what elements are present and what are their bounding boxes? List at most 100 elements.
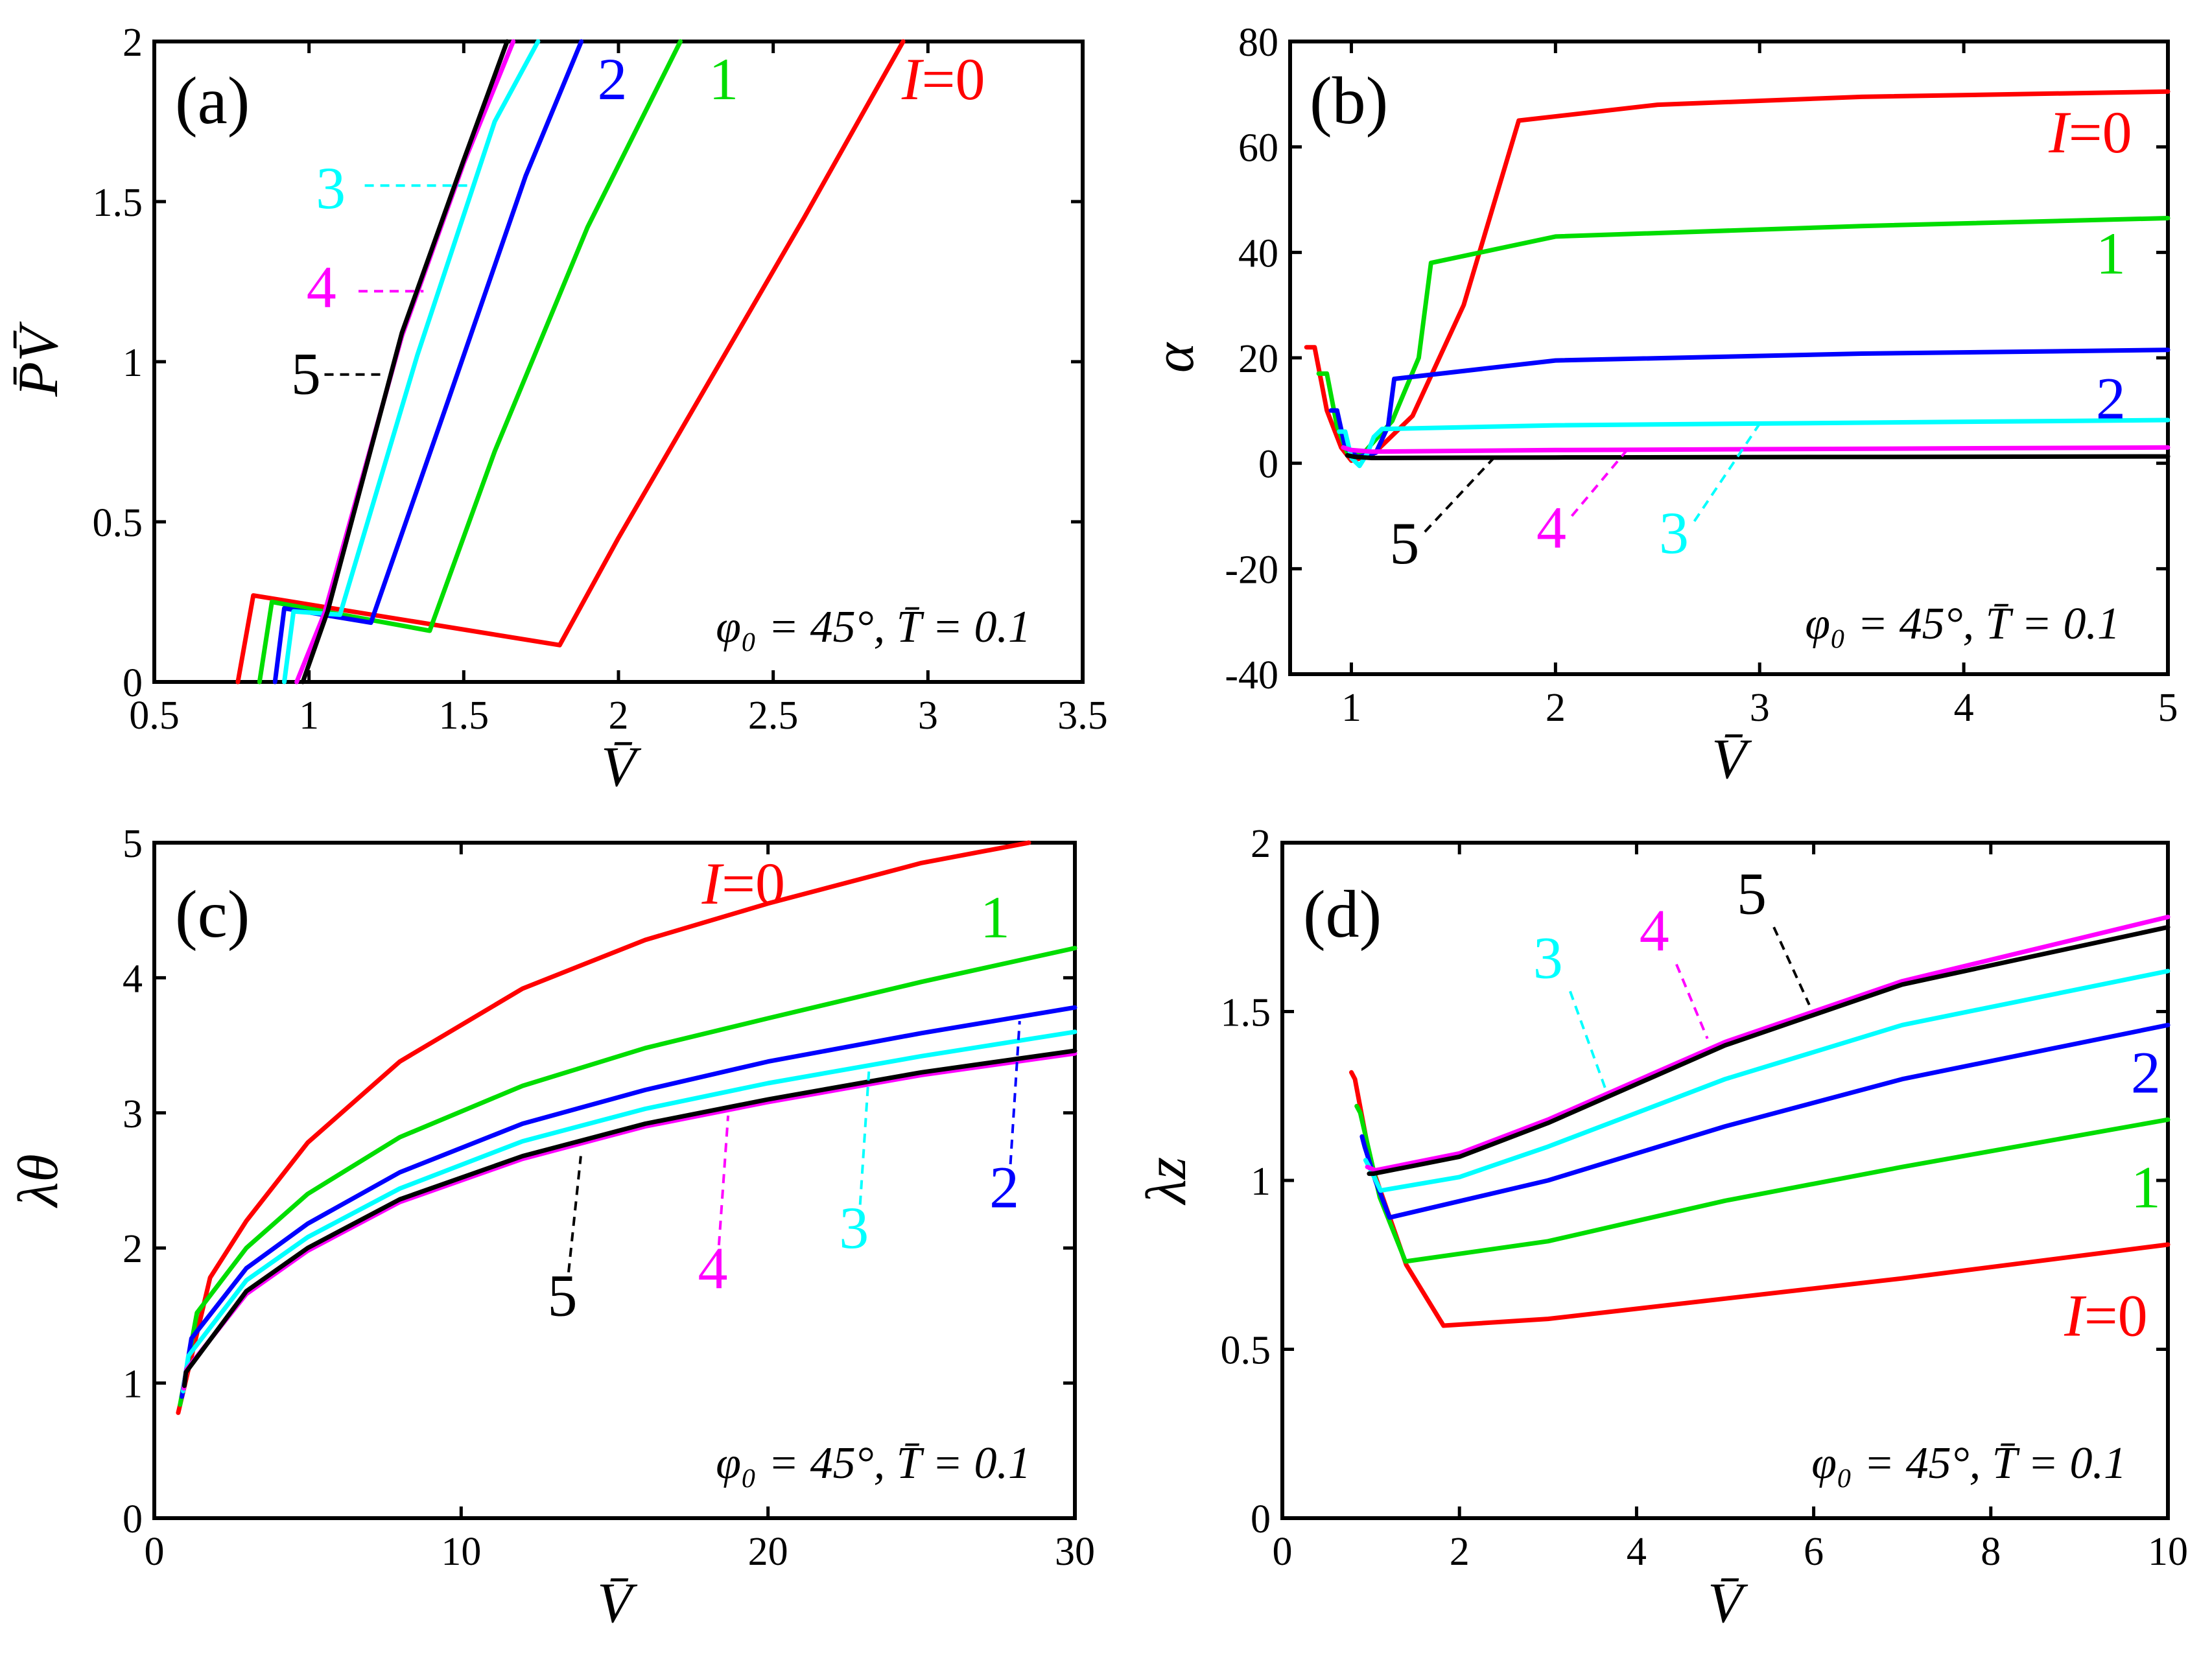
x-tick-label: 0 <box>145 1530 165 1574</box>
y-tick-label: 20 <box>1238 337 1278 381</box>
series-line-I=0 <box>176 840 1031 1415</box>
series-line-2 <box>180 1005 1077 1399</box>
y-tick-label: -40 <box>1225 653 1278 697</box>
curve-label-2: 2 <box>2096 366 2126 432</box>
curve-label-4: 4 <box>307 254 336 320</box>
y-tick-label: 2 <box>123 21 143 65</box>
y-tick-label: 0.5 <box>1221 1329 1271 1373</box>
y-tick-label: 1.5 <box>93 181 143 225</box>
x-tick-label: 0.5 <box>129 694 180 738</box>
x-tick-label: 3 <box>1750 686 1770 730</box>
series-line-1 <box>257 39 683 685</box>
series-line-I=0 <box>1304 89 2171 463</box>
curve-label-1: 1 <box>2096 220 2126 287</box>
curve-label-5: 5 <box>1389 510 1419 576</box>
series-line-5 <box>182 1048 1077 1389</box>
panel-label: (d) <box>1303 877 1382 952</box>
label-leader-5 <box>1424 456 1496 533</box>
label-leader-5 <box>567 1156 582 1272</box>
series-line-5 <box>1367 924 2171 1177</box>
x-tick-label: 10 <box>441 1530 481 1574</box>
parameter-annotation: φ₀ = 45°, T̄ = 0.1 <box>1805 599 2120 649</box>
label-leader-3 <box>1569 990 1607 1090</box>
curve-label-I0: I=0 <box>2048 99 2132 165</box>
curve-label-3: 3 <box>839 1195 869 1261</box>
y-tick-label: 0 <box>1258 443 1278 487</box>
y-axis-label: λθ <box>7 1154 70 1208</box>
panel-b: 1 2 3 4 5 -40 -20 0 20 40 60 80 V̄ α I=0 1 2 3 4 5 (b) φ₀ = 4… <box>1143 21 2178 791</box>
curve-label-2: 2 <box>2131 1040 2161 1106</box>
x-axis-label: V̄ <box>601 736 642 799</box>
x-axis-label: V̄ <box>1712 728 1752 791</box>
plot-frame <box>1280 841 2170 1520</box>
x-tick-label: 5 <box>2158 686 2178 730</box>
curve-label-3: 3 <box>1659 500 1689 566</box>
curve-label-4: 4 <box>698 1236 727 1302</box>
label-leader-4 <box>717 1115 730 1246</box>
y-tick-label: 2 <box>1251 822 1271 866</box>
label-leader-4 <box>1570 449 1629 517</box>
y-tick-label: 3 <box>123 1092 143 1136</box>
panel-label: (c) <box>175 877 250 952</box>
parameter-annotation: φ₀ = 45°, T̄ = 0.1 <box>1811 1438 2126 1488</box>
y-tick-label: 5 <box>123 822 143 866</box>
label-leader-2 <box>1009 1020 1021 1165</box>
x-axis-label: V̄ <box>1708 1572 1748 1635</box>
curve-label-I0: I=0 <box>701 850 786 917</box>
x-tick-label: 20 <box>748 1530 788 1574</box>
y-tick-label: 1 <box>123 341 143 385</box>
y-tick-label: 4 <box>123 957 143 1001</box>
y-axis-label: P̄V̄ <box>7 321 70 397</box>
series-line-1 <box>178 946 1077 1407</box>
curve-label-5: 5 <box>1737 860 1767 926</box>
label-leader-4 <box>1675 963 1709 1039</box>
series-line-4 <box>181 1051 1077 1391</box>
series-line-1 <box>1354 1103 2171 1264</box>
panel-c: 0 10 20 30 0 1 2 3 4 5 V̄ λθ I=0 1 2 3 4 5 (c) φ₀ = 45°, T̄… <box>7 822 1095 1635</box>
curve-label-2: 2 <box>989 1154 1019 1221</box>
curve-label-2: 2 <box>597 46 627 112</box>
parameter-annotation: φ₀ = 45°, T̄ = 0.1 <box>716 1438 1031 1488</box>
curve-label-5: 5 <box>548 1262 578 1328</box>
series-line-4 <box>1365 915 2171 1173</box>
x-tick-label: 1 <box>1341 686 1361 730</box>
x-tick-label: 30 <box>1055 1530 1095 1574</box>
x-tick-label: 4 <box>1954 686 1974 730</box>
series-line-2 <box>272 39 584 685</box>
series-line-5 <box>300 39 510 685</box>
x-tick-label: 8 <box>1981 1530 2001 1574</box>
y-axis-label: λz <box>1135 1157 1198 1206</box>
series-line-2 <box>1359 1022 2171 1220</box>
x-tick-label: 10 <box>2148 1530 2188 1574</box>
y-tick-label: 0 <box>1251 1497 1271 1541</box>
parameter-annotation: φ₀ = 45°, T̄ = 0.1 <box>716 602 1031 652</box>
series-line-I=0 <box>1349 1070 2171 1328</box>
x-tick-label: 3.5 <box>1057 694 1108 738</box>
y-axis-label: α <box>1143 342 1206 373</box>
y-tick-label: 1.5 <box>1221 991 1271 1035</box>
curve-label-1: 1 <box>709 46 738 112</box>
y-tick-label: 1 <box>123 1363 143 1407</box>
y-tick-label: 1 <box>1251 1160 1271 1204</box>
y-tick-label: 0 <box>123 1497 143 1541</box>
y-tick-label: 0 <box>123 661 143 705</box>
x-tick-label: 1 <box>299 694 319 738</box>
curve-label-5: 5 <box>291 340 321 406</box>
y-tick-label: 0.5 <box>93 501 143 545</box>
curve-label-1: 1 <box>980 884 1010 950</box>
plot-frame <box>152 841 1077 1520</box>
curve-label-4: 4 <box>1640 898 1669 964</box>
panel-d: 0 2 4 6 8 10 0 0.5 1 1.5 2 V̄ λz I=0 1 2 3 4 5 (d) φ₀ = 45°,… <box>1135 822 2188 1635</box>
curve-label-3: 3 <box>316 155 346 221</box>
x-tick-label: 1.5 <box>439 694 489 738</box>
series-line-2 <box>1328 347 2171 460</box>
label-leader-3 <box>1693 423 1761 522</box>
series-line-3 <box>181 1029 1077 1394</box>
curve-label-1: 1 <box>2131 1154 2161 1221</box>
curve-label-3: 3 <box>1533 924 1563 990</box>
y-tick-label: -20 <box>1225 548 1278 592</box>
series-line-4 <box>1341 445 2171 454</box>
x-tick-label: 2 <box>609 694 629 738</box>
series-line-3 <box>1363 968 2171 1193</box>
